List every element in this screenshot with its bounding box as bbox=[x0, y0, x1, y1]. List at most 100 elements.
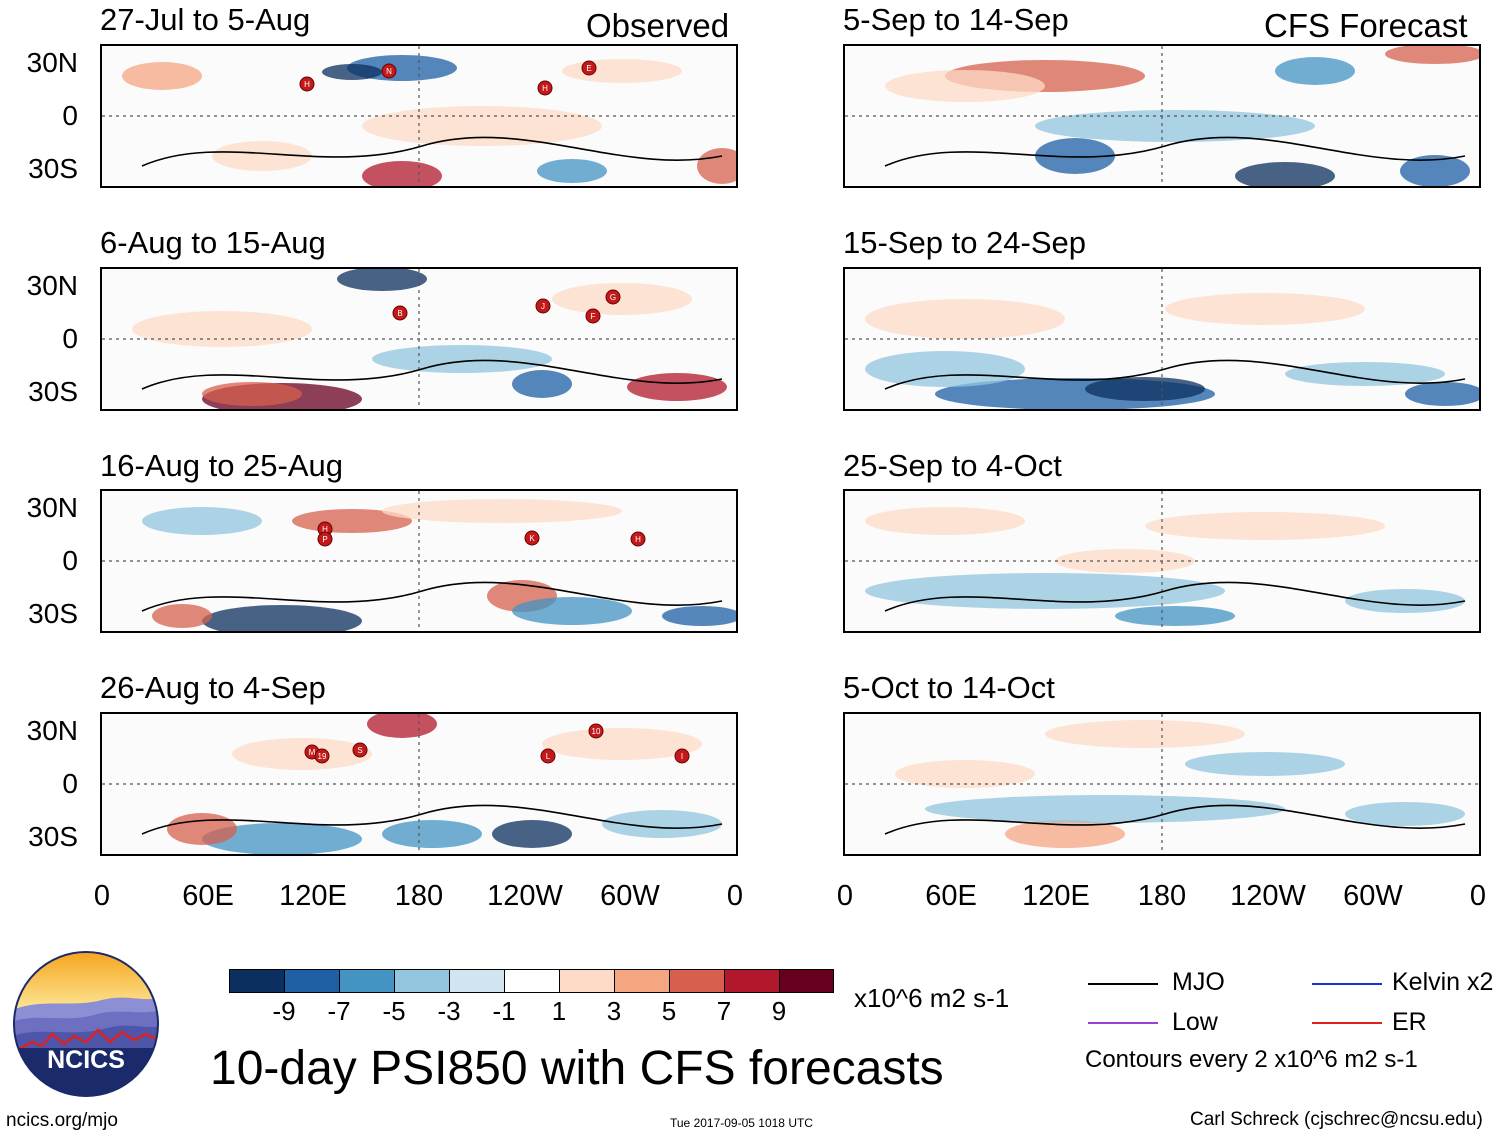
colorbar-cell bbox=[504, 969, 560, 993]
panel-title-fcst-2: 15-Sep to 24-Sep bbox=[843, 225, 1087, 260]
anomaly-region bbox=[337, 269, 427, 291]
storm-marker: F bbox=[585, 308, 601, 324]
ylabel-30s: 30S bbox=[28, 598, 78, 629]
storm-icon bbox=[392, 305, 408, 321]
footer-url[interactable]: ncics.org/mjo bbox=[6, 1110, 118, 1131]
storm-icon bbox=[605, 289, 621, 305]
colorbar-tick: -1 bbox=[492, 996, 516, 1026]
mjo-contour bbox=[141, 359, 723, 390]
map-panel-fcst-3 bbox=[843, 489, 1481, 633]
anomaly-region bbox=[232, 738, 372, 770]
storm-label: E bbox=[586, 64, 591, 73]
map-panel-graphic bbox=[845, 269, 1479, 409]
colorbar-units: x10^6 m2 s-1 bbox=[854, 983, 1010, 1013]
storm-icon bbox=[674, 748, 690, 764]
legend-label-er: ER bbox=[1392, 1008, 1427, 1036]
storm-label: P bbox=[322, 535, 327, 544]
mjo-contour bbox=[884, 359, 1466, 390]
colorbar-cell bbox=[779, 969, 834, 993]
xlabel-60w: 60W bbox=[600, 880, 660, 912]
panel-title-fcst-3: 25-Sep to 4-Oct bbox=[843, 448, 1062, 483]
anomaly-region bbox=[1115, 606, 1235, 626]
storm-label: H bbox=[635, 535, 641, 544]
storm-marker: E bbox=[581, 60, 597, 76]
colorbar-cell bbox=[724, 969, 780, 993]
chart-title: 10-day PSI850 with CFS forecasts bbox=[210, 1042, 944, 1095]
anomaly-region bbox=[202, 605, 362, 631]
colorbar-cell bbox=[669, 969, 725, 993]
storm-label: N bbox=[386, 67, 392, 76]
xlabel-180: 180 bbox=[1137, 880, 1187, 912]
anomaly-region bbox=[865, 299, 1065, 339]
logo-text: NCICS bbox=[47, 1046, 125, 1074]
storm-marker: I bbox=[674, 748, 690, 764]
ncics-logo[interactable]: NCICS bbox=[12, 950, 160, 1098]
xlabel-180: 180 bbox=[394, 880, 444, 912]
anomaly-region bbox=[142, 507, 262, 535]
storm-label: K bbox=[529, 534, 535, 543]
ylabel-30n: 30N bbox=[26, 492, 78, 523]
colorbar-tick: 9 bbox=[771, 996, 787, 1026]
storm-icon bbox=[630, 531, 646, 547]
anomaly-region bbox=[1085, 377, 1205, 401]
colorbar-cell bbox=[394, 969, 450, 993]
colorbar-tick: 7 bbox=[716, 996, 732, 1026]
colorbar-tick: -7 bbox=[327, 996, 351, 1026]
storm-marker: S bbox=[352, 742, 368, 758]
anomaly-region bbox=[865, 573, 1225, 609]
legend-label-low: Low bbox=[1172, 1008, 1218, 1036]
panel-title-obs-3: 16-Aug to 25-Aug bbox=[100, 448, 344, 483]
storm-label: 10 bbox=[592, 727, 601, 736]
anomaly-region bbox=[1345, 802, 1465, 826]
colorbar-cell bbox=[449, 969, 505, 993]
ylabel-eq: 0 bbox=[62, 100, 78, 131]
anomaly-region bbox=[132, 311, 312, 347]
storm-icon bbox=[317, 531, 333, 547]
map-panel-graphic bbox=[845, 714, 1479, 854]
anomaly-region bbox=[367, 714, 437, 738]
xlabel-60w: 60W bbox=[1343, 880, 1403, 912]
map-panel-graphic: H N E H bbox=[102, 46, 736, 186]
anomaly-region bbox=[697, 148, 736, 184]
anomaly-region bbox=[382, 499, 622, 523]
storm-label: H bbox=[304, 80, 310, 89]
panel-title-fcst-1: 5-Sep to 14-Sep bbox=[843, 2, 1069, 37]
storm-icon bbox=[537, 80, 553, 96]
storm-icon bbox=[540, 748, 556, 764]
storm-icon bbox=[588, 723, 604, 739]
storm-marker: B bbox=[392, 305, 408, 321]
anomaly-region bbox=[1235, 162, 1335, 186]
anomaly-region bbox=[1035, 138, 1115, 174]
anomaly-region bbox=[865, 507, 1025, 535]
xlabel-120e: 120E bbox=[279, 880, 347, 912]
ylabel-eq: 0 bbox=[62, 768, 78, 799]
storm-label: S bbox=[357, 746, 362, 755]
legend-label-mjo: MJO bbox=[1172, 968, 1225, 996]
colorbar-cell bbox=[229, 969, 285, 993]
xlabel-0: 0 bbox=[836, 880, 854, 912]
mjo-contour bbox=[141, 136, 723, 167]
anomaly-region bbox=[212, 141, 312, 171]
mjo-contour bbox=[884, 804, 1466, 835]
ylabel-30n: 30N bbox=[26, 715, 78, 746]
map-panel-fcst-2 bbox=[843, 267, 1481, 411]
storm-marker: J bbox=[535, 298, 551, 314]
xlabel-0: 0 bbox=[93, 880, 111, 912]
anomaly-region bbox=[372, 345, 552, 373]
anomaly-region bbox=[885, 70, 1045, 102]
anomaly-region bbox=[865, 351, 1025, 387]
legend-line-low bbox=[1088, 1022, 1158, 1024]
map-panel-obs-1: H N E H bbox=[100, 44, 738, 188]
storm-label: G bbox=[610, 293, 616, 302]
colorbar-tick: -5 bbox=[382, 996, 406, 1026]
colorbar-cell bbox=[284, 969, 340, 993]
colorbar-tick: -3 bbox=[437, 996, 461, 1026]
anomaly-region bbox=[362, 161, 442, 186]
legend-line-kelvin bbox=[1312, 983, 1382, 985]
panel-title-fcst-4: 5-Oct to 14-Oct bbox=[843, 670, 1055, 705]
ylabel-30n: 30N bbox=[26, 270, 78, 301]
anomaly-region bbox=[152, 604, 212, 628]
storm-label: J bbox=[541, 302, 545, 311]
anomaly-region bbox=[537, 159, 607, 183]
mjo-contour bbox=[884, 581, 1466, 612]
